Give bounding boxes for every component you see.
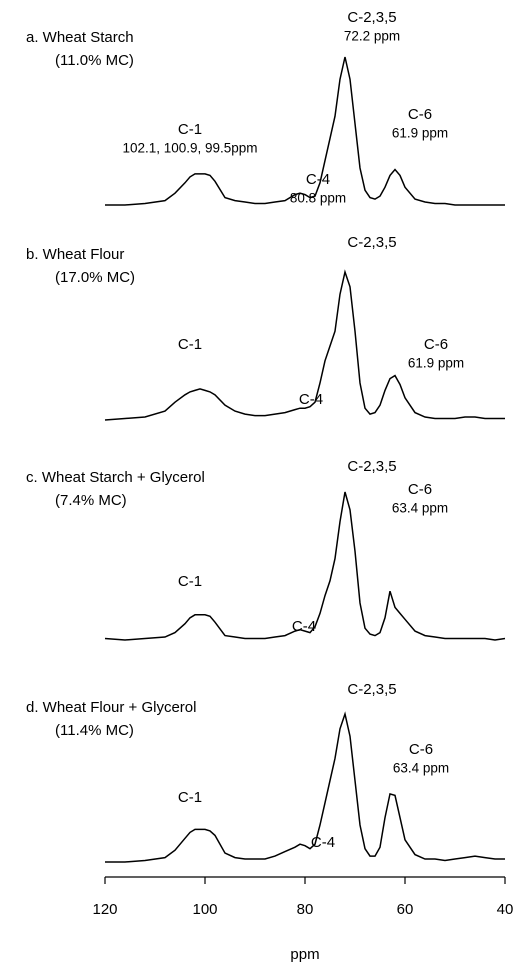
spectrum <box>105 56 505 206</box>
spectrum-title: b. Wheat Flour <box>26 246 124 263</box>
peak-label: 102.1, 100.9, 99.5ppm <box>122 141 257 156</box>
peak-label: C-2,3,5 <box>347 234 396 251</box>
x-tick-label: 80 <box>297 901 314 918</box>
peak-label: C-2,3,5 <box>347 9 396 26</box>
peak-label: C-1 <box>178 336 202 353</box>
spectrum-note: (11.4% MC) <box>55 722 134 739</box>
x-axis-label: ppm <box>290 946 319 963</box>
spectrum-note: (11.0% MC) <box>55 52 134 69</box>
peak-label: C-2,3,5 <box>347 681 396 698</box>
peak-label: 72.2 ppm <box>344 29 400 44</box>
peak-label: C-6 <box>409 741 433 758</box>
peak-label: C-4 <box>306 171 330 188</box>
peak-label: 61.9 ppm <box>408 356 464 371</box>
peak-label: 63.4 ppm <box>393 761 449 776</box>
peak-label: 61.9 ppm <box>392 126 448 141</box>
peak-label: C-4 <box>292 618 316 635</box>
spectrum <box>104 269 505 421</box>
spectrum <box>104 491 506 641</box>
peak-label: C-1 <box>178 573 202 590</box>
x-tick-label: 60 <box>397 901 414 918</box>
peak-label: C-1 <box>178 121 202 138</box>
spectrum <box>105 711 505 863</box>
peak-label: C-6 <box>408 106 432 123</box>
spectrum-note: (7.4% MC) <box>55 492 127 509</box>
x-tick-label: 40 <box>497 901 513 918</box>
spectrum-title: d. Wheat Flour + Glycerol <box>26 699 196 716</box>
peak-label: 63.4 ppm <box>392 501 448 516</box>
peak-label: C-6 <box>424 336 448 353</box>
x-tick-label: 100 <box>192 901 217 918</box>
peak-label: C-1 <box>178 789 202 806</box>
peak-label: C-4 <box>311 834 335 851</box>
peak-label: C-6 <box>408 481 432 498</box>
spectrum-title: c. Wheat Starch + Glycerol <box>26 469 205 486</box>
peak-label: C-2,3,5 <box>347 458 396 475</box>
x-tick-label: 120 <box>92 901 117 918</box>
spectrum-note: (17.0% MC) <box>55 269 135 286</box>
peak-label: 80.8 ppm <box>290 191 346 206</box>
spectrum-title: a. Wheat Starch <box>26 29 134 46</box>
peak-label: C-4 <box>299 391 323 408</box>
